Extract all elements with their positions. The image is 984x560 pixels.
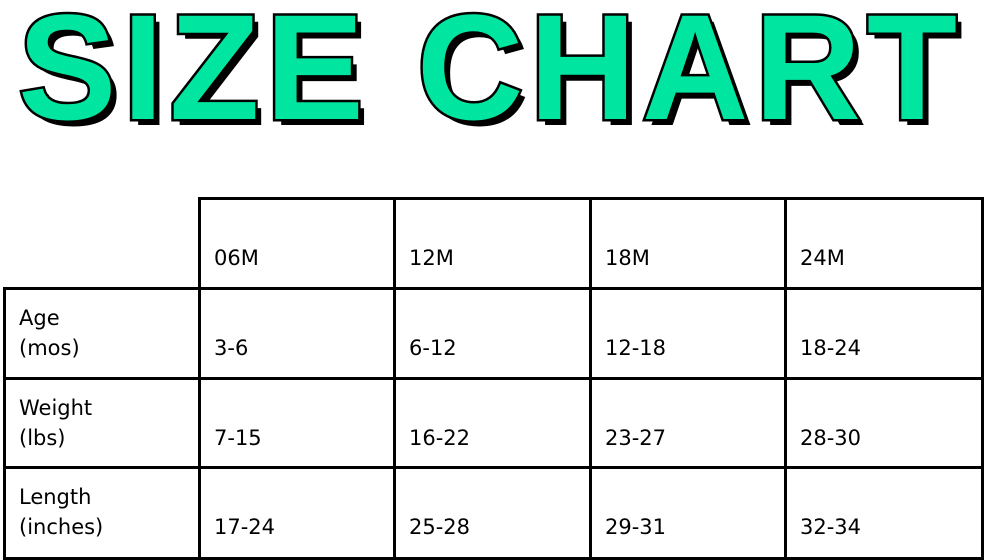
column-header: 06M	[214, 246, 259, 270]
cell-value: 7-15	[214, 426, 262, 450]
row-label: Age	[19, 306, 60, 330]
page-title-logo: SIZE CHART	[16, 0, 963, 151]
column-header: 18M	[605, 246, 650, 270]
row-label-unit: (mos)	[19, 336, 80, 360]
cell-value: 28-30	[800, 426, 862, 450]
cell-value: 6-12	[409, 336, 457, 360]
cell-value: 32-34	[800, 515, 862, 539]
row-label-unit: (lbs)	[19, 426, 66, 450]
row-label: Length	[19, 485, 92, 509]
row-label: Weight	[19, 396, 93, 420]
cell-value: 29-31	[605, 515, 667, 539]
row-label-unit: (inches)	[19, 515, 104, 539]
column-header: 12M	[409, 246, 454, 270]
column-header: 24M	[800, 246, 845, 270]
cell-value: 16-22	[409, 426, 471, 450]
cell-value: 17-24	[214, 515, 276, 539]
cell-value: 23-27	[605, 426, 667, 450]
cell-value: 3-6	[214, 336, 249, 360]
cell-value: 18-24	[800, 336, 862, 360]
table-cell	[784, 466, 984, 560]
cell-value: 25-28	[409, 515, 471, 539]
cell-value: 12-18	[605, 336, 667, 360]
